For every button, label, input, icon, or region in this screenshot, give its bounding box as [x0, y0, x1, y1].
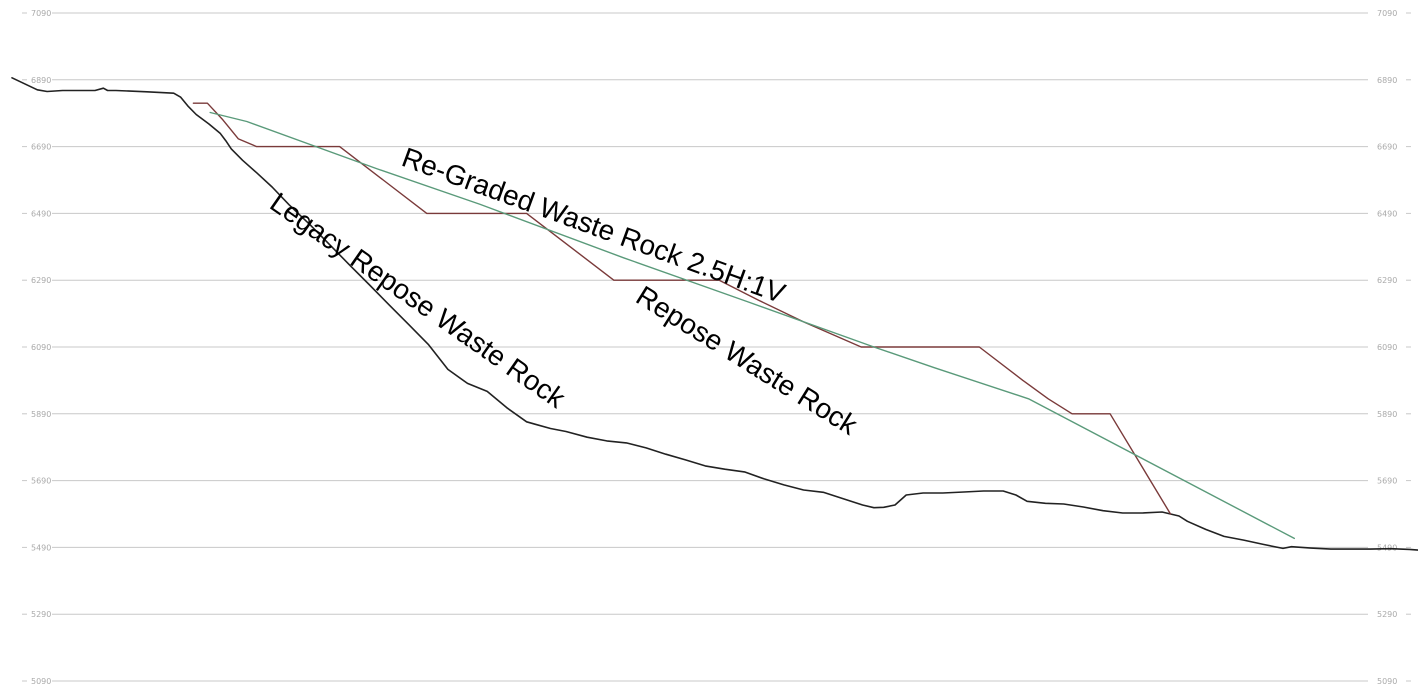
- y-tick-label-right: 6490: [1377, 209, 1397, 218]
- y-tick-label-right: 6090: [1377, 343, 1397, 352]
- y-tick-label-left: 5890: [31, 410, 51, 419]
- y-tick-label-right: 5290: [1377, 610, 1397, 619]
- y-tick-label-right: 7090: [1377, 9, 1397, 18]
- y-tick-label-right: 5490: [1377, 543, 1397, 552]
- y-tick-label-left: 5290: [31, 610, 51, 619]
- y-tick-label-left: 6090: [31, 343, 51, 352]
- series-layer: [11, 77, 1418, 551]
- y-tick-label-left: 5490: [31, 543, 51, 552]
- y-tick-label-right: 6890: [1377, 76, 1397, 85]
- annotations: Re-Graded Waste Rock 2.5H:1V Repose Wast…: [265, 142, 864, 442]
- y-axis-right: 7090 6890 6690 6490 6290 6090 5890 5690 5490 5290…: [1377, 9, 1411, 686]
- y-tick-label-right: 5090: [1377, 677, 1397, 686]
- y-tick-label-left: 7090: [31, 9, 51, 18]
- repose-label: Repose Waste Rock: [631, 280, 864, 442]
- y-tick-label-right: 5690: [1377, 477, 1397, 486]
- y-tick-label-left: 6290: [31, 276, 51, 285]
- series-legacy-line: [11, 77, 1418, 551]
- y-tick-label-right: 6690: [1377, 143, 1397, 152]
- y-tick-label-right: 6290: [1377, 276, 1397, 285]
- y-tick-label-left: 5690: [31, 477, 51, 486]
- y-axis-left: 7090 6890 6690 6490 6290 6090 5890 5690 5490 5290…: [22, 9, 51, 686]
- series-regraded-line: [209, 111, 1296, 540]
- y-tick-label-left: 5090: [31, 677, 51, 686]
- series-repose-line: [192, 102, 1172, 515]
- y-tick-label-left: 6690: [31, 143, 51, 152]
- y-tick-label-right: 5890: [1377, 410, 1397, 419]
- y-tick-label-left: 6490: [31, 209, 51, 218]
- regraded-label: Re-Graded Waste Rock 2.5H:1V: [398, 142, 790, 310]
- y-tick-label-left: 6890: [31, 76, 51, 85]
